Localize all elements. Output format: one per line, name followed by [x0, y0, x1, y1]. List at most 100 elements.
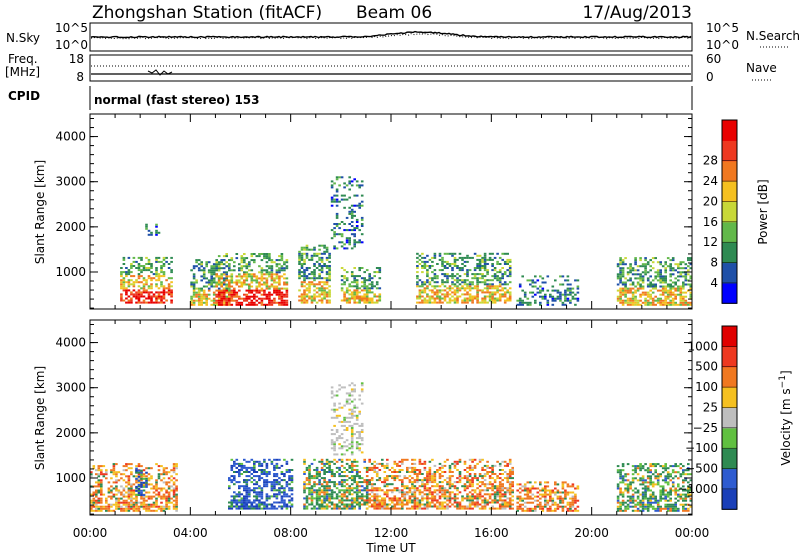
- power-cell: [644, 265, 647, 268]
- power-cell: [634, 269, 637, 272]
- velocity-cell: [406, 466, 409, 469]
- velocity-cell: [288, 487, 291, 490]
- power-cell: [433, 256, 437, 259]
- velocity-cell: [250, 507, 254, 510]
- velocity-cell: [105, 497, 108, 500]
- colorbar-frame: [721, 119, 738, 304]
- power-cell: [378, 277, 382, 280]
- power-cell: [217, 275, 221, 278]
- power-cell: [280, 297, 284, 300]
- velocity-cell: [335, 439, 339, 442]
- velocity-cell: [155, 505, 158, 508]
- power-cell: [679, 271, 683, 274]
- power-cell: [140, 295, 143, 298]
- velocity-cell: [355, 481, 359, 484]
- velocity-cell: [238, 462, 241, 465]
- power-cell: [268, 303, 271, 306]
- power-cell: [481, 281, 484, 284]
- power-cell: [313, 297, 316, 300]
- power-cell: [285, 295, 289, 298]
- velocity-cell: [421, 462, 424, 465]
- velocity-cell: [315, 503, 319, 506]
- velocity-cell: [265, 481, 269, 484]
- power-cell: [255, 285, 259, 288]
- power-cell: [466, 291, 469, 294]
- power-cell: [483, 265, 487, 267]
- velocity-cell: [476, 505, 479, 508]
- power-cell: [684, 301, 688, 304]
- power-cell: [348, 229, 351, 232]
- power-cell: [222, 289, 226, 292]
- power-cell: [250, 301, 254, 304]
- velocity-cell: [165, 491, 168, 494]
- power-cell: [313, 265, 316, 267]
- velocity-cell: [145, 495, 148, 498]
- velocity-cell: [318, 497, 321, 500]
- power-cell: [323, 283, 326, 286]
- power-cell: [243, 275, 246, 278]
- power-cell: [493, 287, 497, 290]
- power-cell: [365, 279, 369, 282]
- velocity-cell: [97, 505, 101, 508]
- power-cell: [338, 227, 341, 230]
- power-cell: [559, 291, 562, 294]
- velocity-cell: [135, 469, 138, 472]
- velocity-cell: [97, 489, 101, 492]
- velocity-cell: [345, 392, 349, 395]
- velocity-cell: [466, 466, 469, 469]
- velocity-cell: [473, 466, 477, 469]
- power-cell: [641, 277, 645, 280]
- velocity-cell: [335, 453, 339, 456]
- velocity-cell: [418, 501, 422, 504]
- velocity-cell: [290, 503, 294, 506]
- velocity-cell: [539, 483, 542, 486]
- power-cell: [268, 257, 271, 260]
- velocity-cell: [453, 493, 457, 496]
- power-cell: [446, 301, 449, 304]
- power-cell: [338, 184, 341, 187]
- power-cell: [624, 277, 627, 280]
- power-cell: [300, 248, 304, 251]
- power-cell: [661, 291, 665, 294]
- velocity-cell: [228, 507, 231, 510]
- power-cell: [491, 295, 494, 298]
- power-cell: [634, 261, 637, 264]
- velocity-cell: [323, 462, 326, 465]
- velocity-cell: [365, 485, 369, 488]
- power-cell: [664, 277, 667, 280]
- velocity-cell: [172, 463, 176, 466]
- velocity-cell: [523, 505, 527, 508]
- velocity-cell: [315, 507, 319, 510]
- velocity-cell: [268, 481, 271, 484]
- power-cell: [240, 255, 244, 258]
- velocity-cell: [308, 469, 311, 471]
- power-cell: [476, 291, 479, 294]
- power-cell: [137, 285, 141, 288]
- velocity-cell: [574, 497, 577, 500]
- velocity-cell: [401, 499, 404, 502]
- velocity-cell: [491, 473, 494, 475]
- velocity-cell: [358, 501, 361, 504]
- power-cell: [243, 253, 246, 255]
- velocity-cell: [348, 493, 351, 496]
- velocity-cell: [471, 489, 474, 492]
- velocity-cell: [576, 509, 580, 512]
- velocity-cell: [102, 493, 106, 496]
- power-cell: [363, 285, 366, 288]
- power-cell: [358, 206, 361, 209]
- power-cell: [240, 281, 244, 284]
- power-cell: [666, 257, 670, 260]
- power-cell: [197, 293, 201, 296]
- power-cell: [576, 291, 580, 294]
- power-cell: [506, 275, 509, 278]
- power-cell: [624, 257, 627, 260]
- velocity-cell: [541, 495, 545, 498]
- velocity-cell: [518, 495, 522, 498]
- power-cell: [689, 275, 693, 278]
- velocity-cell: [100, 499, 103, 502]
- power-cell: [350, 225, 354, 227]
- power-cell: [265, 269, 269, 272]
- colorbar-swatch: [722, 282, 737, 304]
- velocity-cell: [398, 497, 402, 500]
- power-cell: [651, 297, 655, 300]
